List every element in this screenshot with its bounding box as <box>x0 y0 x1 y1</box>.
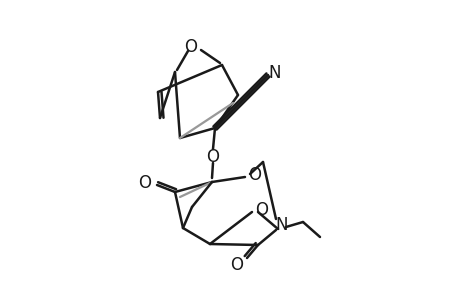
Text: N: N <box>268 64 280 82</box>
Text: O: O <box>184 38 197 56</box>
Text: O: O <box>206 148 219 166</box>
Text: O: O <box>255 201 268 219</box>
Text: O: O <box>248 166 261 184</box>
Text: O: O <box>230 256 243 274</box>
Text: N: N <box>275 216 288 234</box>
Text: O: O <box>138 174 151 192</box>
